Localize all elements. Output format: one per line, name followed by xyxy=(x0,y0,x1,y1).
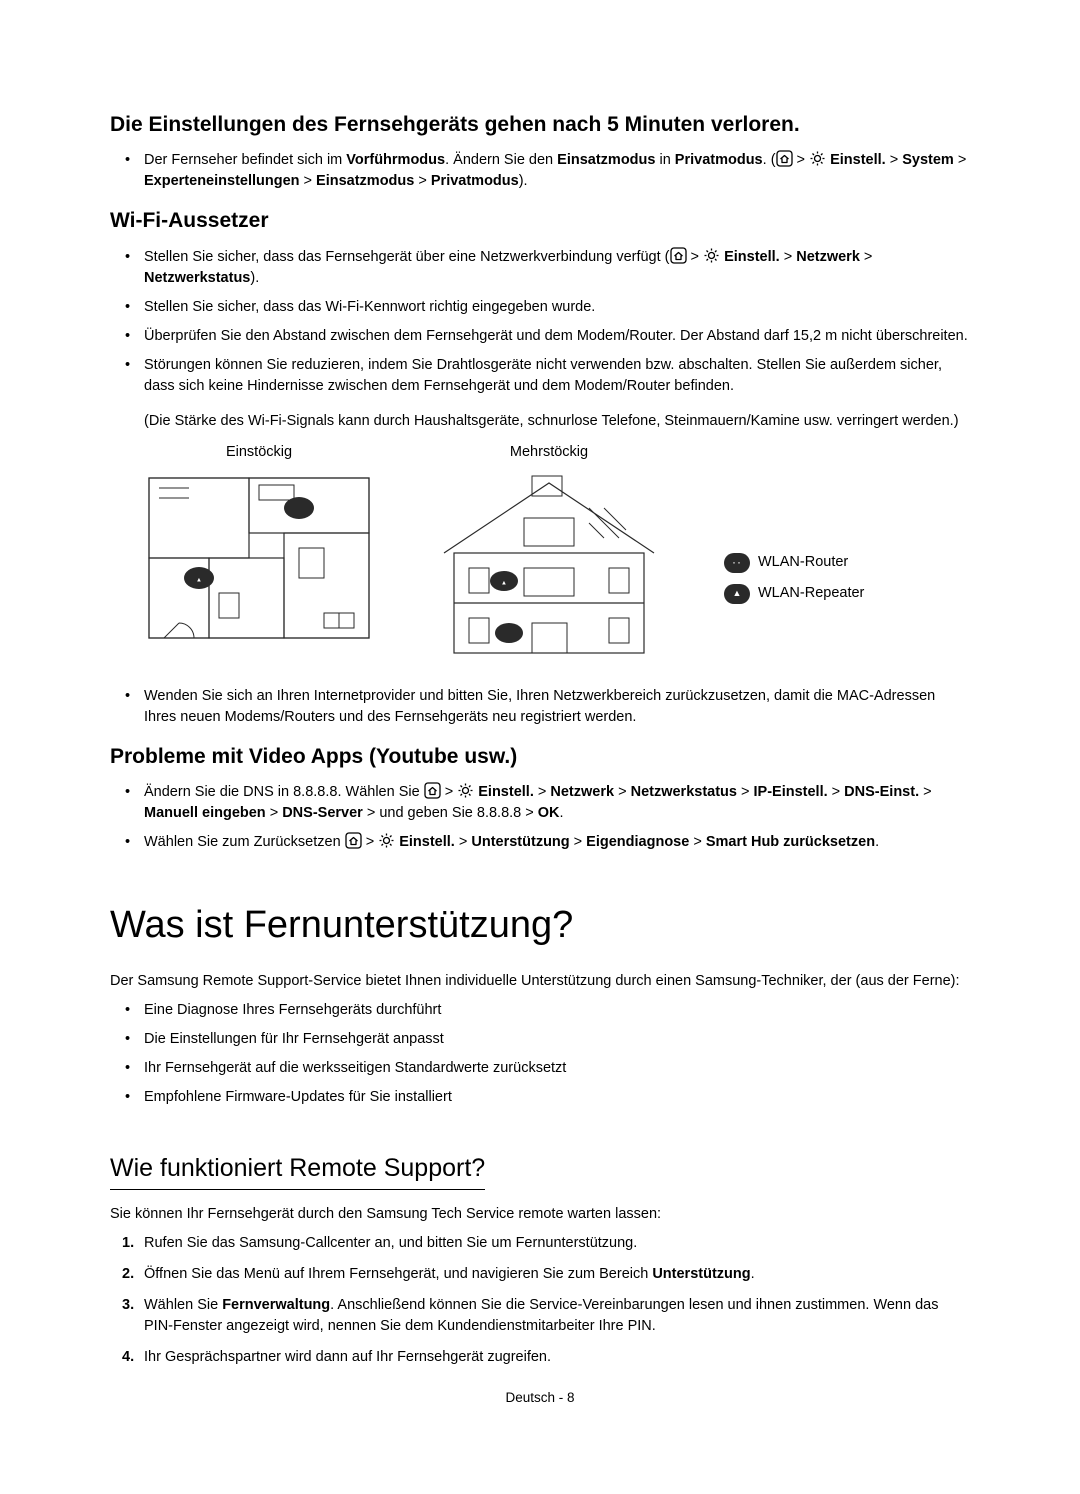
list-item: Eine Diagnose Ihres Fernsehgeräts durchf… xyxy=(130,1000,970,1021)
gear-icon xyxy=(378,832,395,849)
how-remote-steps: 1.Rufen Sie das Samsung-Callcenter an, u… xyxy=(110,1233,970,1368)
repeater-icon xyxy=(724,584,750,604)
router-icon xyxy=(724,553,750,573)
diagram-row: Einstöckig ▲ · · Mehrstöckig xyxy=(144,442,970,670)
list-item: Wählen Sie zum Zurücksetzen > Einstell. … xyxy=(130,832,970,853)
remote-support-list: Eine Diagnose Ihres Fernsehgeräts durchf… xyxy=(110,1000,970,1108)
home-icon xyxy=(776,150,793,167)
house-svg: ▲ · · xyxy=(424,473,674,663)
legend-router: WLAN-Router xyxy=(724,552,864,573)
wifi-list-2: Wenden Sie sich an Ihren Internetprovide… xyxy=(110,686,970,728)
list-item: Die Einstellungen für Ihr Fernsehgerät a… xyxy=(130,1029,970,1050)
list-item: Störungen können Sie reduzieren, indem S… xyxy=(130,355,970,397)
list-item: Wenden Sie sich an Ihren Internetprovide… xyxy=(130,686,970,728)
remote-support-title: Was ist Fernunterstützung? xyxy=(110,898,970,953)
home-icon xyxy=(670,247,687,264)
section-wifi-title: Wi-Fi-Aussetzer xyxy=(110,206,970,236)
gear-icon xyxy=(457,782,474,799)
how-remote-works-title: Wie funktioniert Remote Support? xyxy=(110,1150,485,1189)
svg-text:· ·: · · xyxy=(505,629,513,638)
video-apps-list: Ändern Sie die DNS in 8.8.8.8. Wählen Si… xyxy=(110,782,970,853)
multi-floor-diagram: Mehrstöckig ▲ · · xyxy=(424,442,674,670)
section-video-apps-title: Probleme mit Video Apps (Youtube usw.) xyxy=(110,742,970,772)
list-item: Stellen Sie sicher, dass das Fernsehgerä… xyxy=(130,247,970,289)
list-item: 4.Ihr Gesprächspartner wird dann auf Ihr… xyxy=(130,1347,970,1368)
settings-lost-list: Der Fernseher befindet sich im Vorführmo… xyxy=(110,150,970,192)
svg-text:· ·: · · xyxy=(295,504,303,513)
home-icon xyxy=(424,782,441,799)
list-item: 3.Wählen Sie Fernverwaltung. Anschließen… xyxy=(130,1295,970,1337)
list-item: Ihr Fernsehgerät auf die werksseitigen S… xyxy=(130,1058,970,1079)
single-floor-diagram: Einstöckig ▲ · · xyxy=(144,442,374,650)
gear-icon xyxy=(703,247,720,264)
wifi-note: (Die Stärke des Wi-Fi-Signals kann durch… xyxy=(110,411,970,432)
list-item: Empfohlene Firmware-Updates für Sie inst… xyxy=(130,1087,970,1108)
list-item: Stellen Sie sicher, dass das Wi-Fi-Kennw… xyxy=(130,297,970,318)
gear-icon xyxy=(809,150,826,167)
legend-repeater: WLAN-Repeater xyxy=(724,583,864,604)
wifi-list: Stellen Sie sicher, dass das Fernsehgerä… xyxy=(110,247,970,397)
diagram-legend: WLAN-Router WLAN-Repeater xyxy=(724,552,864,604)
list-item: 2.Öffnen Sie das Menü auf Ihrem Fernsehg… xyxy=(130,1264,970,1285)
section-settings-lost-title: Die Einstellungen des Fernsehgeräts gehe… xyxy=(110,110,970,140)
list-item: Ändern Sie die DNS in 8.8.8.8. Wählen Si… xyxy=(130,782,970,824)
list-item: Der Fernseher befindet sich im Vorführmo… xyxy=(130,150,970,192)
svg-text:▲: ▲ xyxy=(500,577,509,587)
remote-support-intro: Der Samsung Remote Support-Service biete… xyxy=(110,971,970,992)
list-item: Überprüfen Sie den Abstand zwischen dem … xyxy=(130,326,970,347)
home-icon xyxy=(345,832,362,849)
how-remote-intro: Sie können Ihr Fernsehgerät durch den Sa… xyxy=(110,1204,970,1225)
list-item: 1.Rufen Sie das Samsung-Callcenter an, u… xyxy=(130,1233,970,1254)
floorplan-svg: ▲ · · xyxy=(144,473,374,643)
svg-text:▲: ▲ xyxy=(195,574,204,584)
page-footer: Deutsch - 8 xyxy=(110,1388,970,1408)
